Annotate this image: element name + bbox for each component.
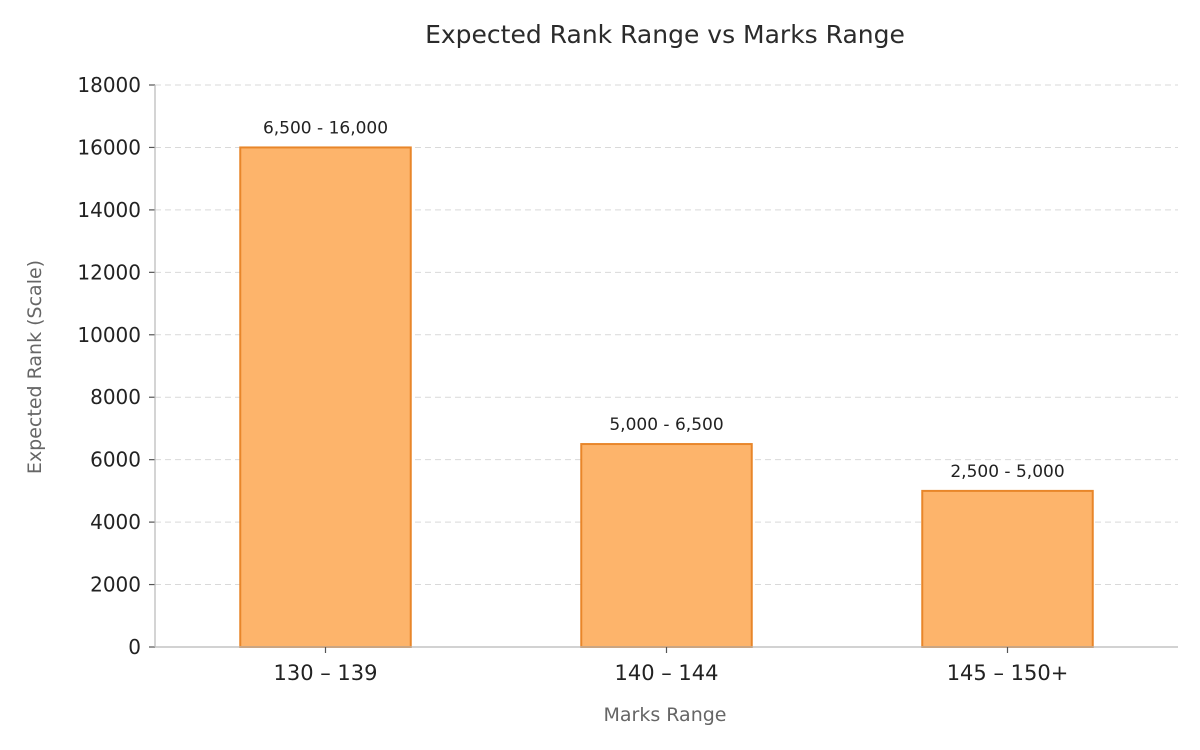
bar [580, 443, 753, 648]
y-tick-label: 14000 [77, 198, 141, 222]
y-tick-label: 12000 [77, 260, 141, 284]
bar-data-label: 2,500 - 5,000 [950, 462, 1064, 482]
y-tick-label: 4000 [90, 510, 141, 534]
bars [239, 146, 1094, 648]
bar [239, 146, 412, 648]
y-tick-label: 6000 [90, 448, 141, 472]
y-tick-label: 18000 [77, 73, 141, 97]
bar [921, 489, 1094, 648]
x-axis-label: Marks Range [603, 704, 726, 726]
bar-data-label: 5,000 - 6,500 [609, 415, 723, 435]
y-tick-label: 10000 [77, 323, 141, 347]
y-tick-label: 2000 [90, 573, 141, 597]
x-tick-label: 130 – 139 [273, 661, 377, 685]
bar-data-label: 6,500 - 16,000 [263, 118, 388, 138]
y-tick-label: 8000 [90, 385, 141, 409]
y-tick-label: 16000 [77, 135, 141, 159]
x-tick-label: 145 – 150+ [947, 661, 1069, 685]
y-tick-label: 0 [128, 635, 141, 659]
y-axis-label: Expected Rank (Scale) [24, 260, 46, 474]
labels: 0 2000 4000 6000 8000 10000 12000 14000 16000 180… [77, 73, 1068, 685]
x-tick-label: 140 – 144 [614, 661, 718, 685]
chart-title: Expected Rank Range vs Marks Range [425, 20, 905, 49]
axes [149, 84, 1178, 653]
